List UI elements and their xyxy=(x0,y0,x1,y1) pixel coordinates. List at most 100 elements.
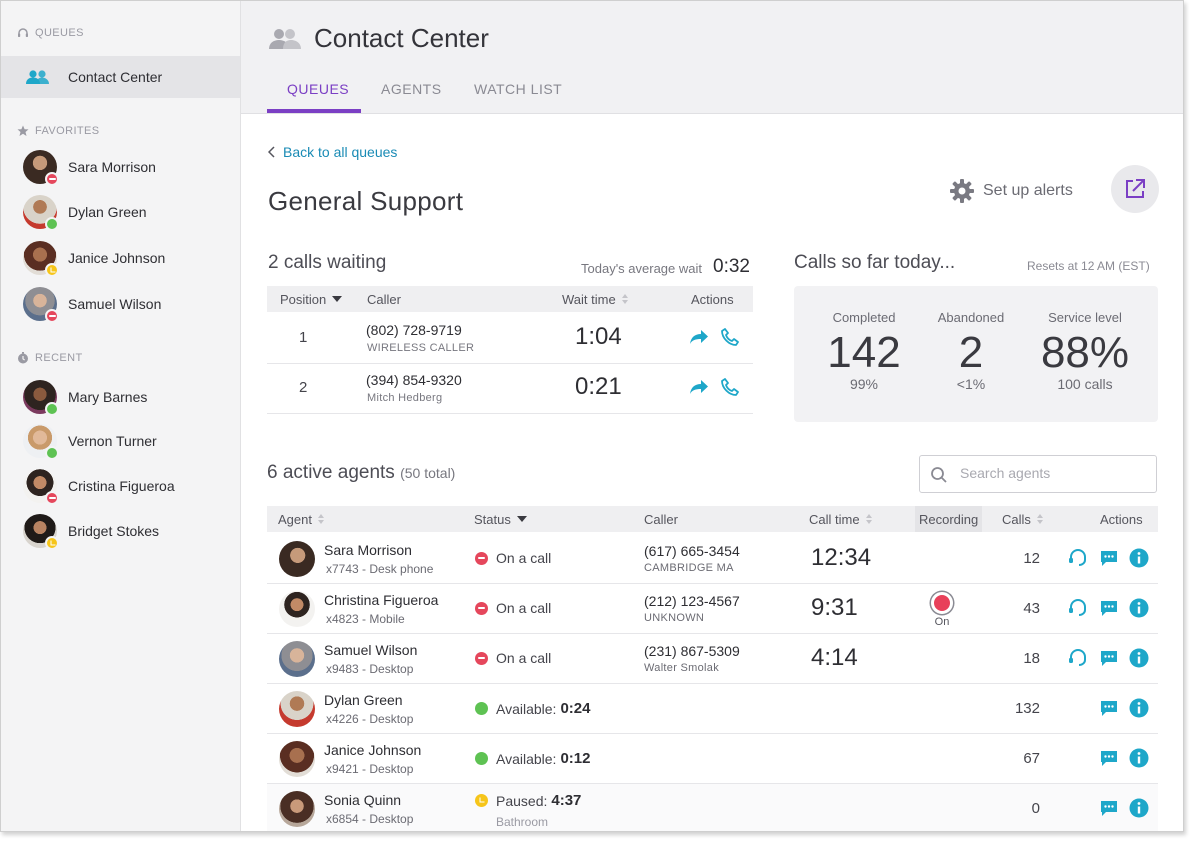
sidebar-item-cristina-figueroa[interactable]: Cristina Figueroa xyxy=(1,465,240,507)
agent-extension: x7743 - Desk phone xyxy=(326,562,434,576)
column-header-caller: Caller xyxy=(644,512,678,527)
headset-icon[interactable] xyxy=(1068,598,1088,618)
sidebar-item-sara-morrison[interactable]: Sara Morrison xyxy=(1,146,240,188)
column-label: Caller xyxy=(644,511,678,527)
column-header-wait-time[interactable]: Wait time xyxy=(562,292,628,307)
avatar xyxy=(279,691,315,727)
status-duration: 0:12 xyxy=(560,750,591,767)
sidebar-item-samuel-wilson[interactable]: Samuel Wilson xyxy=(1,283,240,325)
agent-row[interactable]: Christina Figueroa x4823 - Mobile On a c… xyxy=(267,584,1158,634)
column-header-calls[interactable]: Calls xyxy=(1002,512,1043,527)
open-external-button[interactable] xyxy=(1111,165,1159,213)
sidebar-item-contact-center[interactable]: Contact Center xyxy=(1,56,240,98)
chat-icon[interactable] xyxy=(1099,798,1119,818)
chat-icon[interactable] xyxy=(1099,548,1119,568)
back-to-queues-link[interactable]: Back to all queues xyxy=(268,144,397,160)
tab-queues[interactable]: QUEUES xyxy=(287,81,350,97)
info-icon[interactable] xyxy=(1129,548,1149,568)
busy-status-icon xyxy=(45,309,59,323)
waiting-row[interactable]: 1 (802) 728-9719 WIRELESS CALLER 1:04 xyxy=(267,313,753,364)
caller-number: (394) 854-9320 xyxy=(366,372,462,388)
stat-value: 142 xyxy=(827,328,901,377)
sidebar-item-bridget-stokes[interactable]: Bridget Stokes xyxy=(1,510,240,552)
agent-status: Available: 0:12 xyxy=(475,750,590,767)
agent-extension: x9421 - Desktop xyxy=(326,762,414,776)
main-content: Back to all queues General Support Set xyxy=(241,114,1183,831)
stat-sub: 99% xyxy=(849,376,879,392)
avatar xyxy=(23,150,59,186)
tab-agents[interactable]: AGENTS xyxy=(381,81,442,97)
phone-icon[interactable] xyxy=(721,328,739,346)
sidebar-item-janice-johnson[interactable]: Janice Johnson xyxy=(1,237,240,279)
column-label: Wait time xyxy=(562,291,616,307)
chat-icon[interactable] xyxy=(1099,748,1119,768)
group-icon xyxy=(269,29,301,49)
sort-icon xyxy=(621,294,628,304)
avatar xyxy=(23,424,59,460)
available-status-icon xyxy=(475,752,488,765)
calls-waiting-title: 2 calls waiting xyxy=(268,252,387,273)
caller-number: (231) 867-5309 xyxy=(644,643,740,659)
info-icon[interactable] xyxy=(1129,748,1149,768)
forward-icon[interactable] xyxy=(689,329,709,345)
avatar xyxy=(279,591,315,627)
column-label: Status xyxy=(474,511,511,527)
chevron-left-icon xyxy=(268,146,275,158)
chat-icon[interactable] xyxy=(1099,648,1119,668)
agent-row[interactable]: Janice Johnson x9421 - Desktop Available… xyxy=(267,734,1158,784)
sidebar-item-label: Janice Johnson xyxy=(68,250,166,266)
avatar xyxy=(23,469,59,505)
sidebar-item-label: Dylan Green xyxy=(68,204,147,220)
sort-icon xyxy=(865,514,872,524)
stat-value: 88% xyxy=(1040,328,1130,377)
column-header-call-time[interactable]: Call time xyxy=(809,512,872,527)
forward-icon[interactable] xyxy=(689,379,709,395)
busy-status-icon xyxy=(475,651,488,665)
agent-row[interactable]: Sonia Quinn x6854 - Desktop Paused: 4:37… xyxy=(267,784,1158,831)
agent-row[interactable]: Sara Morrison x7743 - Desk phone On a ca… xyxy=(267,534,1158,584)
set-up-alerts-button[interactable]: Set up alerts xyxy=(949,178,1073,204)
column-label: Recording xyxy=(919,511,979,527)
agent-name: Sara Morrison xyxy=(324,542,412,558)
chat-icon[interactable] xyxy=(1099,698,1119,718)
stats-panel: Completed 142 99% Abandoned 2 <1% Servic… xyxy=(794,286,1158,422)
status-duration: 4:37 xyxy=(551,792,582,809)
info-icon[interactable] xyxy=(1129,798,1149,818)
column-label: Position xyxy=(280,291,327,307)
column-header-status[interactable]: Status xyxy=(474,512,527,527)
agent-extension: x6854 - Desktop xyxy=(326,812,414,826)
paused-status-icon xyxy=(475,794,488,807)
status-label: Paused: xyxy=(496,792,548,809)
search-agents-input[interactable] xyxy=(958,464,1152,482)
agent-row[interactable]: Samuel Wilson x9483 - Desktop On a call … xyxy=(267,634,1158,684)
busy-status-icon xyxy=(45,172,59,186)
agent-extension: x9483 - Desktop xyxy=(326,662,414,676)
info-icon[interactable] xyxy=(1129,698,1149,718)
agent-row[interactable]: Dylan Green x4226 - Desktop Available: 0… xyxy=(267,684,1158,734)
chat-icon[interactable] xyxy=(1099,598,1119,618)
headset-icon[interactable] xyxy=(1068,648,1088,668)
sidebar-item-dylan-green[interactable]: Dylan Green xyxy=(1,191,240,233)
tab-watch-list[interactable]: WATCH LIST xyxy=(474,81,563,97)
waiting-row[interactable]: 2 (394) 854-9320 Mitch Hedberg 0:21 xyxy=(267,363,753,414)
headset-icon[interactable] xyxy=(1068,548,1088,568)
agent-name: Janice Johnson xyxy=(324,742,422,758)
sidebar-item-vernon-turner[interactable]: Vernon Turner xyxy=(1,420,240,462)
agent-extension: x4823 - Mobile xyxy=(326,612,405,626)
sidebar-item-mary-barnes[interactable]: Mary Barnes xyxy=(1,376,240,418)
calls-count: 67 xyxy=(1023,750,1040,767)
available-status-icon xyxy=(45,446,59,460)
search-icon xyxy=(931,467,947,483)
search-agents-field[interactable] xyxy=(919,455,1157,493)
recording-toggle[interactable]: On xyxy=(931,590,953,628)
column-header-agent[interactable]: Agent xyxy=(278,512,324,527)
info-icon[interactable] xyxy=(1129,648,1149,668)
phone-icon[interactable] xyxy=(721,378,739,396)
stat-abandoned: Abandoned 2 <1% xyxy=(921,310,1021,392)
calls-count: 43 xyxy=(1023,600,1040,617)
column-header-position[interactable]: Position xyxy=(280,291,343,307)
info-icon[interactable] xyxy=(1129,598,1149,618)
recording-icon xyxy=(931,592,953,614)
agent-status: On a call xyxy=(475,600,551,616)
caller-info: Walter Smolak xyxy=(644,662,720,674)
